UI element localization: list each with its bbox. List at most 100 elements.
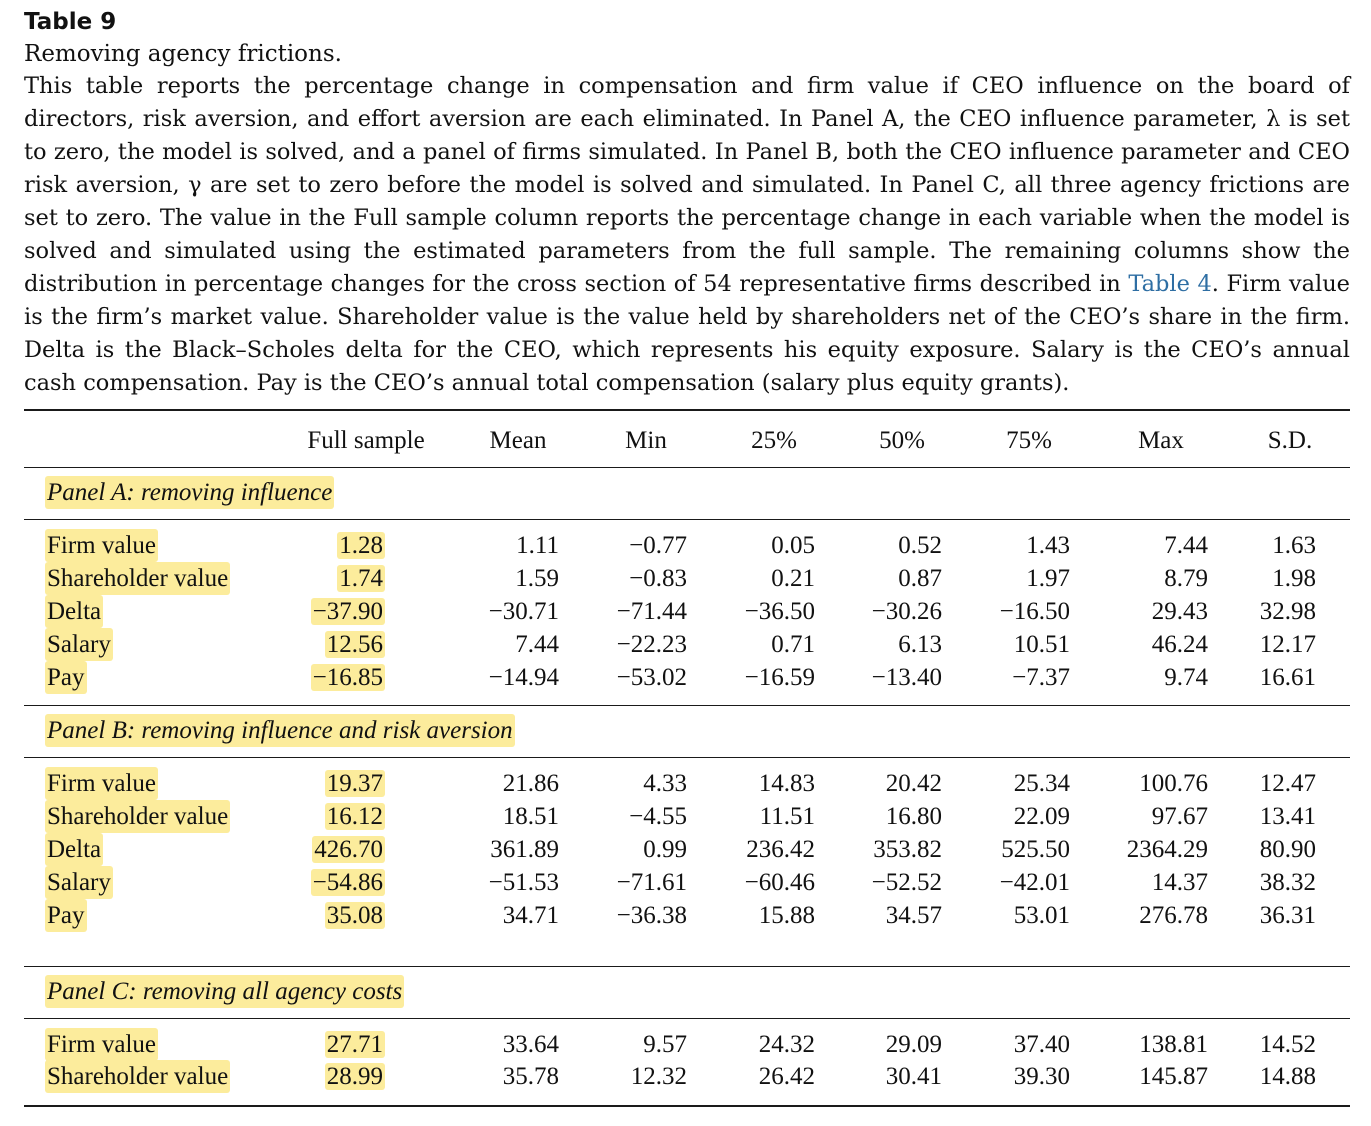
cell-min: −36.38 <box>616 902 687 929</box>
panel-c-heading: Panel C: removing all agency costs <box>0 975 1371 1008</box>
cell-25: 11.51 <box>759 803 815 830</box>
cell-75: 22.09 <box>1013 803 1070 830</box>
cell-sd: 14.52 <box>1259 1031 1316 1058</box>
cell-min: 4.33 <box>643 770 687 797</box>
cell-max: 100.76 <box>1139 770 1208 797</box>
col-header-75: 75% <box>1006 427 1052 454</box>
cell-25: −60.46 <box>744 869 815 896</box>
cell-75: 10.51 <box>1013 631 1070 658</box>
row-label: Delta <box>45 833 104 866</box>
cell-mean: 361.89 <box>490 836 559 863</box>
cell-mean: −30.71 <box>488 598 559 625</box>
cell-max: 29.43 <box>1151 598 1208 625</box>
table-row: Shareholder value 1.74 1.59 −0.83 0.21 0… <box>0 562 1371 595</box>
description-text-2: . Firm value is the firm’s market value.… <box>24 271 1351 396</box>
cell-sd: 38.32 <box>1259 869 1316 896</box>
cell-mean: −51.53 <box>488 869 559 896</box>
table-row: Shareholder value 16.12 18.51 −4.55 11.5… <box>0 800 1371 833</box>
cell-full-sample: −54.86 <box>310 869 385 896</box>
cell-min: −71.44 <box>616 598 687 625</box>
col-header-max: Max <box>1138 427 1184 454</box>
cell-75: 53.01 <box>1013 902 1070 929</box>
table-row: Shareholder value 28.99 35.78 12.32 26.4… <box>0 1060 1371 1093</box>
cell-75: 525.50 <box>1001 836 1070 863</box>
cell-75: 25.34 <box>1013 770 1070 797</box>
cell-25: −36.50 <box>744 598 815 625</box>
cell-50: 0.87 <box>898 565 942 592</box>
cell-25: −16.59 <box>744 664 815 691</box>
cell-50: 29.09 <box>885 1031 942 1058</box>
cell-full-sample: 12.56 <box>324 631 385 658</box>
panel-c-label: Panel C: removing all agency costs <box>45 975 405 1008</box>
cell-75: 37.40 <box>1013 1031 1070 1058</box>
row-label: Firm value <box>45 1028 159 1061</box>
cell-full-sample: 426.70 <box>312 836 385 863</box>
cell-50: −30.26 <box>871 598 942 625</box>
cell-min: −4.55 <box>629 803 687 830</box>
cell-full-sample: 28.99 <box>324 1063 385 1090</box>
col-header-full-sample: Full sample <box>307 427 425 454</box>
cell-max: 97.67 <box>1151 803 1208 830</box>
cell-mean: 33.64 <box>502 1031 559 1058</box>
header-rule <box>24 467 1350 468</box>
cell-max: 2364.29 <box>1126 836 1208 863</box>
panel-a-rule <box>24 519 1350 520</box>
panel-b-end-rule <box>24 966 1350 967</box>
cell-min: 0.99 <box>643 836 687 863</box>
cell-mean: 1.59 <box>515 565 559 592</box>
cell-sd: 36.31 <box>1259 902 1316 929</box>
cell-50: 34.57 <box>885 902 942 929</box>
cell-sd: 80.90 <box>1259 836 1316 863</box>
cell-min: −22.23 <box>616 631 687 658</box>
cell-25: 15.88 <box>758 902 815 929</box>
table-row: Firm value 1.28 1.11 −0.77 0.05 0.52 1.4… <box>0 529 1371 562</box>
cell-full-sample: 1.74 <box>337 565 385 592</box>
cell-25: 236.42 <box>746 836 815 863</box>
description-text-1: This table reports the percentage change… <box>24 73 1350 297</box>
table-row: Salary 12.56 7.44 −22.23 0.71 6.13 10.51… <box>0 628 1371 661</box>
cell-full-sample: 16.12 <box>324 803 385 830</box>
table-row: Pay −16.85 −14.94 −53.02 −16.59 −13.40 −… <box>0 661 1371 694</box>
cell-75: 1.43 <box>1026 532 1070 559</box>
row-label: Salary <box>45 866 113 899</box>
panel-b-rule <box>24 757 1350 758</box>
panel-b-heading: Panel B: removing influence and risk ave… <box>0 714 1371 747</box>
row-label: Firm value <box>45 767 159 800</box>
cell-max: 145.87 <box>1139 1063 1208 1090</box>
cell-full-sample: −16.85 <box>310 664 385 691</box>
col-header-min: Min <box>625 427 667 454</box>
cell-50: 30.41 <box>885 1063 942 1090</box>
cell-75: −16.50 <box>999 598 1070 625</box>
row-label: Salary <box>45 628 113 661</box>
cell-50: 16.80 <box>885 803 942 830</box>
cell-full-sample: 27.71 <box>324 1031 385 1058</box>
cell-mean: −14.94 <box>488 664 559 691</box>
row-label: Firm value <box>45 529 159 562</box>
cell-mean: 34.71 <box>502 902 559 929</box>
cell-sd: 12.17 <box>1259 631 1316 658</box>
cell-sd: 1.98 <box>1272 565 1316 592</box>
row-label: Delta <box>45 595 104 628</box>
row-label: Pay <box>45 661 87 694</box>
cell-75: 1.97 <box>1026 565 1070 592</box>
cell-full-sample: 19.37 <box>324 770 385 797</box>
cell-min: −0.83 <box>629 565 687 592</box>
cell-sd: 14.88 <box>1259 1063 1316 1090</box>
table-4-link[interactable]: Table 4 <box>1128 271 1212 297</box>
cell-sd: 13.41 <box>1259 803 1316 830</box>
cell-sd: 1.63 <box>1272 532 1316 559</box>
cell-min: −71.61 <box>616 869 687 896</box>
cell-mean: 18.51 <box>502 803 559 830</box>
cell-max: 46.24 <box>1151 631 1208 658</box>
cell-max: 138.81 <box>1139 1031 1208 1058</box>
cell-sd: 16.61 <box>1259 664 1316 691</box>
col-header-50: 50% <box>879 427 925 454</box>
table-row: Pay 35.08 34.71 −36.38 15.88 34.57 53.01… <box>0 899 1371 932</box>
cell-min: −0.77 <box>629 532 687 559</box>
table-row: Firm value 19.37 21.86 4.33 14.83 20.42 … <box>0 767 1371 800</box>
col-header-mean: Mean <box>489 427 547 454</box>
cell-25: 24.32 <box>758 1031 815 1058</box>
cell-max: 276.78 <box>1139 902 1208 929</box>
cell-75: −7.37 <box>1012 664 1070 691</box>
table-row: Firm value 27.71 33.64 9.57 24.32 29.09 … <box>0 1028 1371 1061</box>
